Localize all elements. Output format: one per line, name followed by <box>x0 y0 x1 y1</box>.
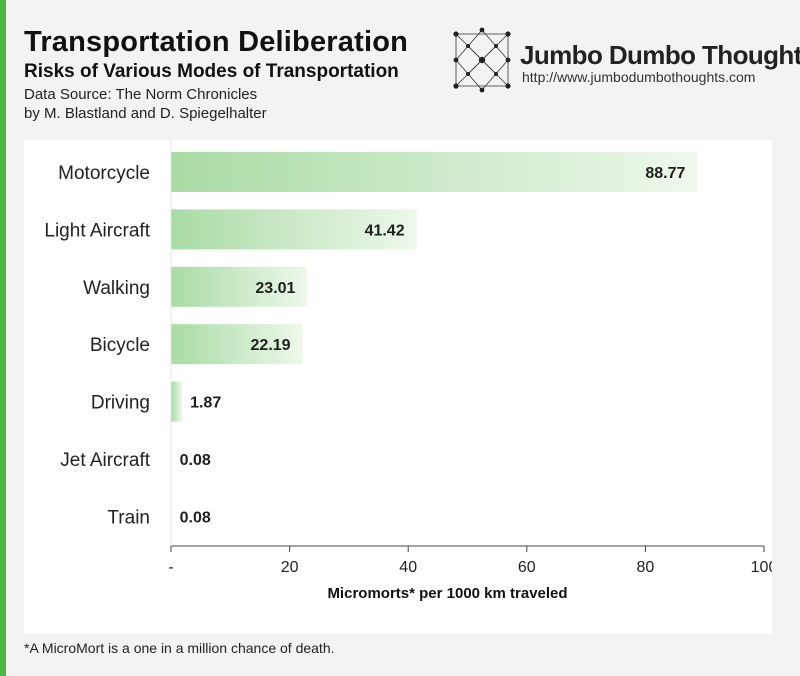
bar <box>171 324 303 365</box>
x-tick-label: 100 <box>751 559 772 576</box>
data-label: 88.77 <box>645 165 685 182</box>
data-source-line: Data Source: The Norm Chronicles <box>24 86 258 103</box>
data-label: 1.87 <box>190 395 221 412</box>
data-source-authors: by M. Blastland and D. Spiegelhalter <box>24 105 267 122</box>
bar <box>171 266 308 307</box>
category-label: Driving <box>91 393 150 414</box>
x-axis-label: Micromorts* per 1000 km traveled <box>327 585 567 602</box>
chart-title: Transportation Deliberation <box>24 26 409 58</box>
chart-subtitle: Risks of Various Modes of Transportation <box>24 61 399 82</box>
data-label: 22.19 <box>251 337 291 354</box>
x-tick-label: 40 <box>399 559 417 576</box>
data-label: 0.08 <box>180 509 211 526</box>
x-tick-label: 20 <box>281 559 299 576</box>
bar-chart: Motorcycle 88.77 Light Aircraft 41.42 Walkin… <box>44 140 772 602</box>
bar <box>171 209 417 250</box>
x-tick-label: 60 <box>518 559 536 576</box>
bar <box>171 381 183 422</box>
x-tick-label: 80 <box>637 559 655 576</box>
data-label: 0.08 <box>180 452 211 469</box>
left-accent-bar <box>0 0 6 676</box>
chart-panel: Motorcycle 88.77 Light Aircraft 41.42 Walkin… <box>24 140 772 634</box>
brand-url[interactable]: http://www.jumbodumbothoughts.com <box>522 69 756 85</box>
category-label: Light Aircraft <box>44 220 150 241</box>
category-label: Bicycle <box>90 335 150 356</box>
brand-name: Jumbo Dumbo Thoughts <box>520 40 800 70</box>
x-tick-label: - <box>168 559 173 576</box>
network-dots-icon <box>453 27 511 93</box>
footnote: *A MicroMort is a one in a million chanc… <box>24 640 335 656</box>
bar <box>171 152 698 192</box>
category-label: Walking <box>83 278 150 299</box>
data-label: 41.42 <box>365 222 405 239</box>
category-label: Motorcycle <box>58 163 150 184</box>
data-label: 23.01 <box>255 280 295 297</box>
category-label: Jet Aircraft <box>60 450 150 471</box>
category-label: Train <box>107 507 150 528</box>
